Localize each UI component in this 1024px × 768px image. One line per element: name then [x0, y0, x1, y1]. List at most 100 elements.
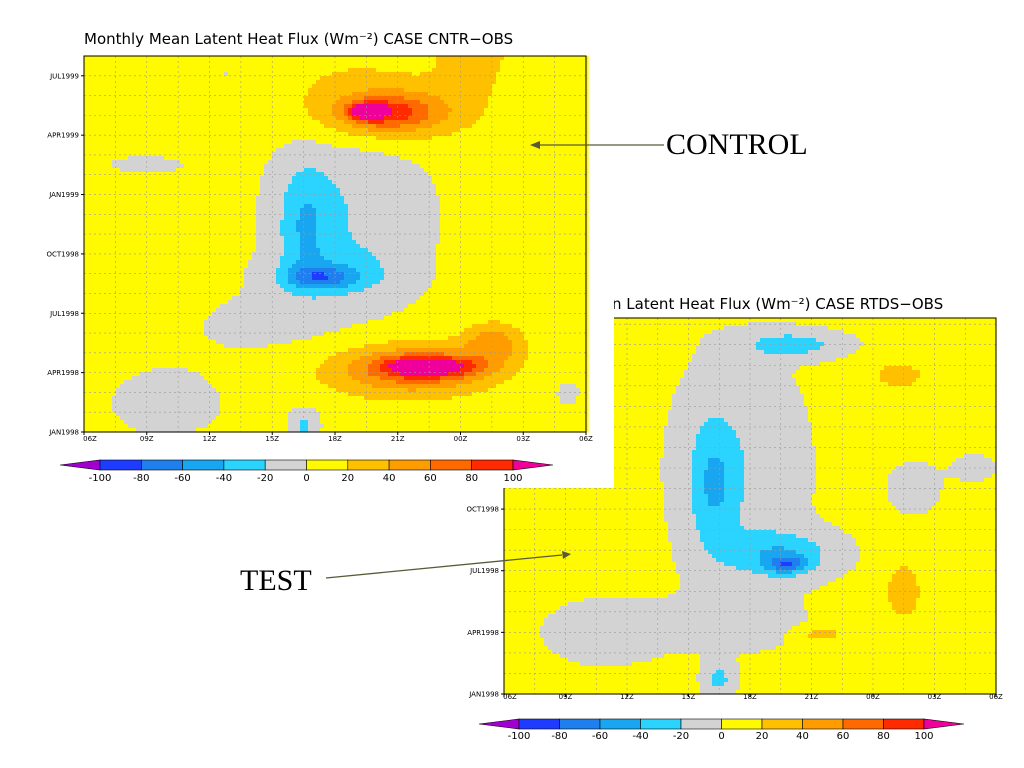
field-cell [628, 374, 633, 379]
field-cell [956, 342, 961, 347]
field-cell [684, 366, 689, 371]
field-cell [776, 406, 781, 411]
field-cell [624, 318, 629, 323]
field-cell [624, 366, 629, 371]
field-cell [868, 318, 873, 323]
field-cell [940, 342, 945, 347]
field-cell [732, 478, 737, 483]
field-cell [936, 390, 941, 395]
field-cell [856, 474, 861, 479]
field-cell [756, 434, 761, 439]
field-cell [716, 442, 721, 447]
field-cell [816, 414, 821, 419]
field-cell [796, 418, 801, 423]
field-cell [976, 450, 981, 455]
field-cell [632, 470, 637, 475]
field-cell [940, 430, 945, 435]
field-cell [736, 338, 741, 343]
field-cell [848, 330, 853, 335]
field-cell [704, 430, 709, 435]
field-cell [712, 466, 717, 471]
field-cell [836, 410, 841, 415]
field-cell [808, 406, 813, 411]
field-cell [680, 454, 685, 459]
field-cell [804, 390, 809, 395]
field-cell [644, 366, 649, 371]
field-cell [848, 334, 853, 339]
field-cell [680, 446, 685, 451]
field-cell [928, 354, 933, 359]
field-cell [920, 390, 925, 395]
field-cell [652, 390, 657, 395]
field-cell [640, 334, 645, 339]
field-cell [796, 474, 801, 479]
field-cell [984, 350, 989, 355]
field-cell [692, 474, 697, 479]
field-cell [644, 462, 649, 467]
field-cell [668, 386, 673, 391]
field-cell [892, 458, 897, 463]
field-cell [752, 438, 757, 443]
field-cell [804, 354, 809, 359]
field-cell [816, 418, 821, 423]
field-cell [740, 406, 745, 411]
field-cell [916, 470, 921, 475]
field-cell [836, 470, 841, 475]
field-cell [752, 326, 757, 331]
field-cell [732, 434, 737, 439]
field-cell [636, 334, 641, 339]
field-cell [908, 418, 913, 423]
field-cell [684, 446, 689, 451]
field-cell [712, 354, 717, 359]
field-cell [880, 458, 885, 463]
field-cell [736, 410, 741, 415]
field-cell [804, 326, 809, 331]
field-cell [644, 362, 649, 367]
field-cell [888, 346, 893, 351]
field-cell [988, 458, 993, 463]
field-cell [680, 450, 685, 455]
field-cell [804, 414, 809, 419]
field-cell [892, 414, 897, 419]
field-cell [692, 450, 697, 455]
field-cell [832, 386, 837, 391]
field-cell [776, 462, 781, 467]
field-cell [636, 450, 641, 455]
field-cell [976, 430, 981, 435]
field-cell [884, 430, 889, 435]
field-cell [636, 390, 641, 395]
field-cell [728, 374, 733, 379]
field-cell [644, 410, 649, 415]
field-cell [848, 366, 853, 371]
field-cell [936, 366, 941, 371]
field-cell [676, 358, 681, 363]
field-cell [788, 358, 793, 363]
field-cell [832, 354, 837, 359]
field-cell [772, 454, 777, 459]
field-cell [740, 330, 745, 335]
field-cell [656, 394, 661, 399]
field-cell [800, 346, 805, 351]
field-cell [812, 430, 817, 435]
field-cell [832, 418, 837, 423]
field-cell [976, 354, 981, 359]
field-cell [712, 438, 717, 443]
field-cell [736, 354, 741, 359]
field-cell [768, 418, 773, 423]
field-cell [676, 346, 681, 351]
field-cell [792, 394, 797, 399]
field-cell [796, 338, 801, 343]
field-cell [908, 458, 913, 463]
field-cell [668, 406, 673, 411]
field-cell [856, 342, 861, 347]
field-cell [696, 434, 701, 439]
field-cell [944, 386, 949, 391]
field-cell [668, 318, 673, 323]
field-cell [788, 362, 793, 367]
field-cell [708, 474, 713, 479]
field-cell [792, 450, 797, 455]
field-cell [680, 434, 685, 439]
field-cell [700, 454, 705, 459]
field-cell [648, 478, 653, 483]
field-cell [904, 386, 909, 391]
